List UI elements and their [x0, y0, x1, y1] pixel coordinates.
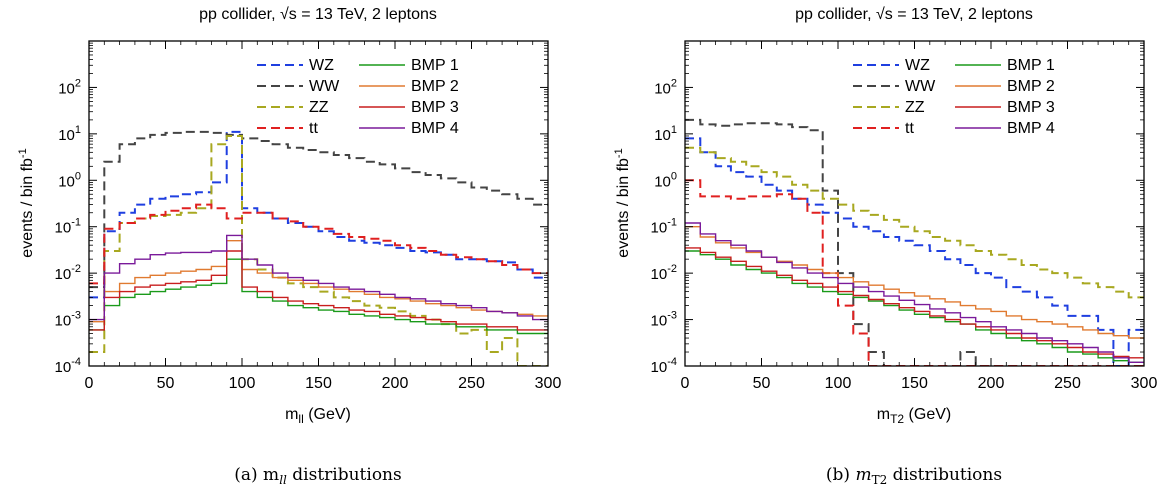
x-axis-label-a-unit: (GeV)	[304, 406, 351, 423]
y-axis-label-a: events / bin fb-1	[17, 148, 36, 257]
legend-label-wz-a: WZ	[309, 57, 334, 74]
x-axis-label-b-unit: (GeV)	[904, 406, 951, 423]
legend-label-ww-b: WW	[905, 78, 936, 95]
y-tick-label-b: 102	[654, 77, 677, 97]
y-tick-label-a: 10-3	[55, 310, 81, 330]
legend-label-wz-b: WZ	[905, 57, 930, 74]
series-line-bmp-2-b	[685, 226, 1144, 339]
y-tick-label-a: 10-2	[55, 263, 81, 283]
x-axis-label-a-sub: ll	[298, 412, 303, 426]
x-axis-label-a-main: m	[285, 406, 298, 423]
y-tick-label-a: 100	[58, 170, 81, 190]
plot-area-b: 0 50 100 150 200 250 300 10-4 10-3 10-2 10-1 100 101…	[651, 40, 1158, 392]
chart-title-a: pp collider, √s = 13 TeV, 2 leptons	[199, 6, 437, 23]
x-tick-label-200-b: 200	[978, 375, 1005, 392]
chart-panel-b: pp collider, √s = 13 TeV, 2 leptons even…	[613, 6, 1157, 487]
series-line-tt-b	[685, 179, 1144, 366]
series-group-b	[685, 118, 1144, 366]
x-axis-label-b: mT2 (GeV)	[877, 406, 951, 426]
plot-area-a: 0 50 100 150 200 250 300 10-4 10-3 10-2 10-1 100 101…	[55, 40, 562, 392]
caption-b-label: (b)	[826, 465, 856, 485]
x-tick-label-100-a: 100	[229, 375, 256, 392]
caption-b-m: m	[855, 465, 871, 485]
y-tick-label-a: 102	[58, 77, 81, 97]
legend-label-bmp-4-a: BMP 4	[411, 120, 459, 137]
x-tick-label-50-a: 50	[157, 375, 175, 392]
caption-b-text: distributions	[887, 465, 1002, 485]
x-tick-label-300-a: 300	[535, 375, 562, 392]
series-line-bmp-1-b	[685, 250, 1144, 363]
legend-label-bmp-1-b: BMP 1	[1007, 57, 1055, 74]
legend-b: WZ WW ZZ tt BMP 1 BMP 2 BMP 3 BMP 4	[853, 57, 1055, 137]
caption-a-sub: ll	[279, 473, 287, 487]
chart-title-b: pp collider, √s = 13 TeV, 2 leptons	[795, 6, 1033, 23]
legend-label-bmp-1-a: BMP 1	[411, 57, 459, 74]
series-line-tt-a	[89, 203, 548, 285]
caption-a: (a) mll distributions	[234, 465, 401, 487]
y-tick-label-a: 10-4	[55, 356, 81, 376]
series-line-ww-a	[89, 130, 548, 289]
y-tick-label-b: 101	[654, 124, 677, 144]
legend-label-bmp-4-b: BMP 4	[1007, 120, 1055, 137]
series-line-bmp-3-a	[89, 250, 548, 331]
y-tick-label-b: 10-1	[651, 217, 677, 237]
series-line-bmp-4-b	[685, 222, 1144, 363]
x-tick-label-0-b: 0	[681, 375, 690, 392]
y-axis-label-a-exp: -1	[17, 148, 29, 158]
y-axis-label-b: events / bin fb-1	[613, 148, 632, 257]
caption-a-label: (a) m	[234, 465, 279, 485]
x-tick-label-200-a: 200	[382, 375, 409, 392]
x-tick-label-250-b: 250	[1054, 375, 1081, 392]
x-tick-label-100-b: 100	[825, 375, 852, 392]
legend-label-tt-b: tt	[905, 120, 914, 137]
y-tick-label-b: 10-3	[651, 310, 677, 330]
series-line-zz-b	[685, 146, 1144, 299]
y-tick-label-a: 101	[58, 124, 81, 144]
y-axis-label-a-main: events / bin fb	[19, 158, 36, 258]
series-line-wz-a	[89, 130, 548, 299]
series-line-zz-a	[89, 135, 548, 366]
series-line-ww-b	[685, 118, 1144, 366]
x-axis-label-a: mll (GeV)	[285, 406, 351, 426]
caption-b: (b) mT2 distributions	[826, 465, 1002, 487]
legend-label-tt-a: tt	[309, 120, 318, 137]
x-tick-label-0-a: 0	[85, 375, 94, 392]
legend-label-zz-b: ZZ	[905, 99, 925, 116]
x-tick-label-150-b: 150	[901, 375, 928, 392]
y-tick-label-b: 100	[654, 170, 677, 190]
x-tick-label-300-b: 300	[1131, 375, 1158, 392]
legend-label-ww-a: WW	[309, 78, 340, 95]
series-line-wz-b	[685, 137, 1144, 366]
legend-a: WZ WW ZZ tt BMP 1 BMP 2 BMP 3 BMP 4	[257, 57, 459, 137]
x-axis-label-b-sub: T2	[890, 412, 904, 426]
y-tick-label-b: 10-4	[651, 356, 677, 376]
x-tick-label-50-b: 50	[753, 375, 771, 392]
y-tick-label-a: 10-1	[55, 217, 81, 237]
y-axis-label-b-exp: -1	[613, 148, 625, 158]
series-line-bmp-4-a	[89, 234, 548, 321]
legend-label-bmp-3-b: BMP 3	[1007, 99, 1055, 116]
caption-b-sub: T2	[872, 473, 888, 487]
y-tick-label-b: 10-2	[651, 263, 677, 283]
series-line-bmp-1-a	[89, 258, 548, 335]
x-axis-label-b-main: m	[877, 406, 890, 423]
legend-label-bmp-3-a: BMP 3	[411, 99, 459, 116]
chart-panel-a: pp collider, √s = 13 TeV, 2 leptons even…	[17, 6, 561, 487]
y-axis-label-b-main: events / bin fb	[615, 158, 632, 258]
x-tick-label-250-a: 250	[458, 375, 485, 392]
legend-label-bmp-2-a: BMP 2	[411, 78, 459, 95]
legend-label-zz-a: ZZ	[309, 99, 329, 116]
caption-a-text: distributions	[287, 465, 402, 485]
series-group-a	[89, 130, 548, 366]
x-tick-label-150-a: 150	[305, 375, 332, 392]
legend-label-bmp-2-b: BMP 2	[1007, 78, 1055, 95]
